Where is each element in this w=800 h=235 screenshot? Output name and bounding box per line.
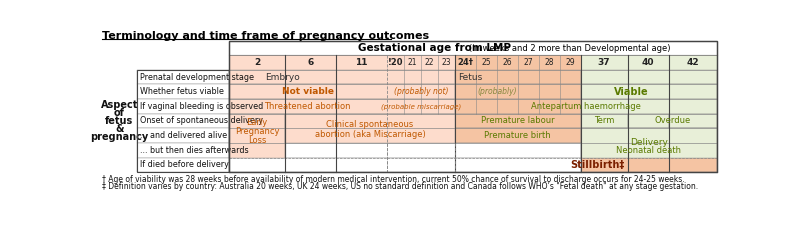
Bar bbox=[138, 114, 229, 128]
Bar bbox=[229, 55, 455, 70]
Bar bbox=[229, 70, 455, 84]
Bar bbox=[455, 99, 581, 114]
Text: Gestational age from LMP: Gestational age from LMP bbox=[358, 43, 510, 53]
Text: of: of bbox=[114, 108, 125, 118]
Text: 42: 42 bbox=[686, 58, 699, 67]
Bar bbox=[455, 70, 581, 84]
Text: Stillbirth‡: Stillbirth‡ bbox=[570, 160, 625, 170]
Bar bbox=[628, 114, 669, 128]
Text: Onset of spontaneous delivery: Onset of spontaneous delivery bbox=[139, 117, 262, 125]
Text: ... but then dies afterwards: ... but then dies afterwards bbox=[139, 146, 248, 155]
Bar bbox=[455, 128, 581, 143]
Bar bbox=[669, 114, 717, 128]
Text: 25: 25 bbox=[482, 58, 491, 67]
Bar bbox=[138, 70, 229, 84]
Text: (in weeks and 2 more than Developmental age): (in weeks and 2 more than Developmental … bbox=[469, 44, 670, 53]
Text: Pregnancy: Pregnancy bbox=[234, 127, 279, 136]
Text: (probable miscarriage): (probable miscarriage) bbox=[381, 103, 461, 110]
Text: 27: 27 bbox=[523, 58, 533, 67]
Text: &: & bbox=[115, 124, 124, 134]
Bar bbox=[581, 84, 717, 99]
Text: ... and delivered alive: ... and delivered alive bbox=[139, 131, 226, 140]
Text: Terminology and time frame of pregnancy outcomes: Terminology and time frame of pregnancy … bbox=[102, 31, 429, 40]
Text: Early: Early bbox=[246, 118, 267, 127]
Text: 2: 2 bbox=[254, 58, 260, 67]
Text: abortion (aka Miscarriage): abortion (aka Miscarriage) bbox=[314, 130, 426, 139]
Text: Antepartum haemorrhage: Antepartum haemorrhage bbox=[531, 102, 641, 111]
Text: (probably): (probably) bbox=[477, 87, 517, 96]
Bar bbox=[138, 128, 229, 143]
Bar bbox=[286, 114, 455, 143]
Bar bbox=[581, 70, 717, 84]
Bar bbox=[455, 55, 581, 70]
Bar bbox=[229, 114, 286, 128]
Bar bbox=[581, 55, 717, 70]
Text: Prenatal development stage: Prenatal development stage bbox=[139, 73, 254, 82]
Bar bbox=[138, 84, 229, 99]
Text: Not viable: Not viable bbox=[282, 87, 334, 96]
Bar bbox=[455, 114, 581, 128]
Text: Premature labour: Premature labour bbox=[481, 117, 554, 125]
Bar bbox=[581, 157, 717, 172]
Text: (probably not): (probably not) bbox=[394, 87, 448, 96]
Text: fetus: fetus bbox=[106, 116, 134, 126]
Text: Aspect: Aspect bbox=[101, 100, 138, 110]
Bar bbox=[138, 143, 229, 157]
Text: Neonatal death: Neonatal death bbox=[616, 146, 682, 155]
Text: If vaginal bleeding is observed: If vaginal bleeding is observed bbox=[139, 102, 262, 111]
Bar bbox=[286, 128, 455, 143]
Text: 29: 29 bbox=[566, 58, 575, 67]
Bar bbox=[581, 114, 628, 128]
Text: 37: 37 bbox=[598, 58, 610, 67]
Bar bbox=[581, 128, 717, 157]
Text: 21: 21 bbox=[407, 58, 417, 67]
Bar bbox=[138, 157, 229, 172]
Text: 40: 40 bbox=[642, 58, 654, 67]
Text: Overdue: Overdue bbox=[654, 117, 690, 125]
Text: Premature birth: Premature birth bbox=[485, 131, 551, 140]
Bar bbox=[138, 70, 229, 172]
Bar bbox=[229, 157, 581, 172]
Text: Loss: Loss bbox=[248, 136, 266, 145]
Text: 6: 6 bbox=[308, 58, 314, 67]
Text: 23: 23 bbox=[442, 58, 451, 67]
Text: Embryo: Embryo bbox=[265, 73, 300, 82]
Text: Viable: Viable bbox=[614, 87, 649, 97]
Text: 11: 11 bbox=[355, 58, 368, 67]
Bar bbox=[455, 84, 581, 99]
Text: Delivery: Delivery bbox=[630, 138, 668, 147]
Bar bbox=[581, 143, 717, 157]
Bar bbox=[229, 41, 717, 172]
Text: Fetus: Fetus bbox=[458, 73, 482, 82]
Text: If died before delivery: If died before delivery bbox=[139, 160, 229, 169]
Text: Threatened abortion: Threatened abortion bbox=[265, 102, 351, 111]
Bar bbox=[581, 99, 717, 114]
Text: 22: 22 bbox=[425, 58, 434, 67]
Bar bbox=[229, 84, 455, 99]
Text: ‡ Definition varies by country: Australia 20 weeks, UK 24 weeks, US no standard : ‡ Definition varies by country: Australi… bbox=[102, 182, 698, 191]
Text: † Age of viability was 28 weeks before availability of modern medical interventi: † Age of viability was 28 weeks before a… bbox=[102, 175, 684, 184]
Bar bbox=[229, 128, 286, 143]
Bar bbox=[229, 41, 717, 55]
Text: !20: !20 bbox=[387, 58, 403, 67]
Text: Clinical spontaneous: Clinical spontaneous bbox=[326, 120, 414, 129]
Text: Whether fetus viable: Whether fetus viable bbox=[139, 87, 223, 96]
Text: Term: Term bbox=[594, 117, 614, 125]
Text: 26: 26 bbox=[502, 58, 512, 67]
Bar bbox=[286, 143, 581, 157]
Bar bbox=[581, 128, 717, 143]
Bar bbox=[138, 99, 229, 114]
Bar bbox=[229, 114, 286, 157]
Bar bbox=[229, 99, 455, 114]
Bar bbox=[286, 114, 455, 128]
Text: 24†: 24† bbox=[458, 58, 474, 67]
Text: pregnancy: pregnancy bbox=[90, 132, 149, 142]
Text: 28: 28 bbox=[544, 58, 554, 67]
Bar bbox=[229, 143, 286, 157]
